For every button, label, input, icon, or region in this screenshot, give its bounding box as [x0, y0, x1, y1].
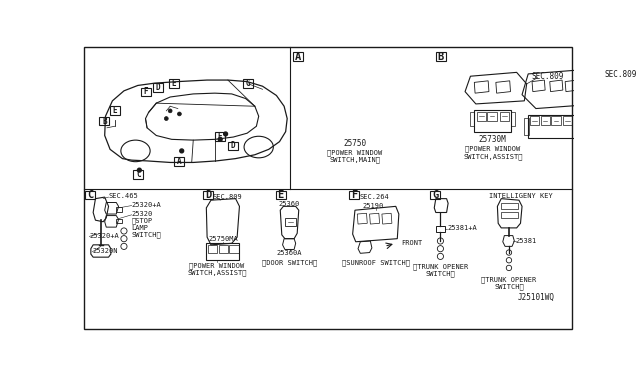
Bar: [477, 112, 486, 121]
Bar: [133, 170, 143, 179]
Text: J25101WQ: J25101WQ: [517, 293, 554, 302]
Text: 25320+A: 25320+A: [90, 232, 119, 238]
Text: 〈TRUNK OPENER: 〈TRUNK OPENER: [481, 276, 536, 283]
Text: LAMP: LAMP: [132, 225, 148, 231]
Text: 25320: 25320: [132, 211, 153, 217]
Bar: [174, 157, 184, 166]
Bar: [436, 52, 446, 61]
Text: SWITCH〉: SWITCH〉: [426, 271, 455, 278]
Circle shape: [168, 109, 172, 113]
Text: SEC.465: SEC.465: [109, 193, 138, 199]
Bar: [243, 79, 253, 88]
Text: SWITCH,MAIN〉: SWITCH,MAIN〉: [330, 157, 380, 163]
Bar: [208, 245, 217, 253]
Circle shape: [138, 168, 141, 172]
Bar: [204, 191, 213, 199]
Bar: [530, 116, 539, 125]
Text: SWITCH,ASSIST〉: SWITCH,ASSIST〉: [188, 269, 247, 276]
Bar: [470, 112, 474, 126]
Bar: [431, 191, 440, 199]
Bar: [230, 245, 239, 253]
Bar: [168, 79, 179, 88]
Bar: [551, 116, 561, 125]
Bar: [474, 110, 511, 132]
Text: B: B: [438, 52, 444, 62]
Text: 25320+A: 25320+A: [132, 202, 161, 208]
Text: G: G: [432, 190, 438, 200]
Text: F: F: [143, 87, 148, 96]
Circle shape: [218, 137, 222, 141]
Bar: [501, 203, 518, 209]
Bar: [511, 112, 515, 126]
Text: SEC.809: SEC.809: [212, 194, 243, 200]
Text: SWITCH〉: SWITCH〉: [132, 231, 161, 238]
Bar: [293, 52, 303, 61]
Text: D: D: [230, 141, 236, 150]
Bar: [285, 218, 296, 225]
Text: C: C: [87, 190, 93, 200]
Bar: [86, 191, 95, 199]
Bar: [141, 88, 151, 96]
Circle shape: [180, 149, 184, 153]
Text: 〈POWER WINDOW: 〈POWER WINDOW: [189, 262, 244, 269]
Bar: [563, 116, 572, 125]
Text: 25730M: 25730M: [479, 135, 507, 144]
Text: SEC.264: SEC.264: [359, 194, 389, 200]
Text: 25360: 25360: [279, 201, 300, 207]
Bar: [219, 245, 228, 253]
Text: 〈DOOR SWITCH〉: 〈DOOR SWITCH〉: [262, 259, 317, 266]
Text: 〈STOP: 〈STOP: [132, 218, 153, 224]
Text: 〈SUNROOF SWITCH〉: 〈SUNROOF SWITCH〉: [342, 259, 410, 266]
Text: FRONT: FRONT: [401, 240, 422, 246]
Text: SEC.809: SEC.809: [604, 70, 637, 79]
Text: D: D: [156, 83, 161, 92]
Bar: [228, 142, 238, 150]
Text: E: E: [113, 106, 117, 115]
Circle shape: [164, 117, 168, 121]
Text: E: E: [172, 79, 176, 88]
Bar: [349, 191, 359, 199]
Text: D: D: [205, 190, 211, 200]
Bar: [528, 115, 584, 138]
Bar: [541, 116, 550, 125]
Bar: [584, 118, 588, 135]
Bar: [116, 219, 122, 223]
Text: E: E: [218, 132, 222, 141]
Bar: [206, 243, 239, 260]
Text: 〈POWER WINDOW: 〈POWER WINDOW: [327, 149, 383, 156]
Bar: [524, 118, 529, 135]
Bar: [110, 106, 120, 115]
Bar: [215, 132, 225, 141]
Text: 25320N: 25320N: [92, 248, 118, 254]
Text: A: A: [295, 52, 301, 62]
Circle shape: [177, 112, 181, 116]
Bar: [153, 83, 163, 92]
Bar: [500, 112, 509, 121]
Text: F: F: [351, 190, 357, 200]
Text: 25381+A: 25381+A: [447, 225, 477, 231]
Text: 25750: 25750: [344, 139, 367, 148]
Text: 25360A: 25360A: [276, 250, 302, 256]
Text: 25381: 25381: [516, 238, 537, 244]
Text: 25750MA: 25750MA: [209, 237, 238, 243]
Text: INTELLIGENY KEY: INTELLIGENY KEY: [488, 193, 552, 199]
Text: 〈POWER WINDOW: 〈POWER WINDOW: [465, 145, 520, 152]
Text: SWITCH,ASSIST〉: SWITCH,ASSIST〉: [463, 153, 522, 160]
Bar: [501, 212, 518, 218]
Text: G: G: [246, 79, 251, 88]
Bar: [116, 207, 122, 212]
Text: E: E: [278, 190, 284, 200]
Bar: [436, 225, 445, 232]
Circle shape: [223, 132, 227, 136]
Text: SWITCH〉: SWITCH〉: [494, 283, 524, 290]
Text: SEC.809: SEC.809: [531, 72, 564, 81]
Text: B: B: [102, 117, 107, 126]
Bar: [99, 117, 109, 125]
Text: A: A: [177, 157, 181, 166]
Bar: [488, 112, 497, 121]
Bar: [276, 191, 285, 199]
Text: 〈TRUNK OPENER: 〈TRUNK OPENER: [413, 264, 468, 270]
Text: 25190: 25190: [362, 203, 383, 209]
Text: C: C: [136, 170, 141, 179]
